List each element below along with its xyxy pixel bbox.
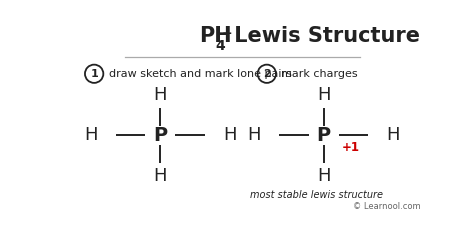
Text: P: P — [317, 126, 331, 145]
Text: H: H — [317, 86, 330, 104]
Text: 4: 4 — [215, 39, 225, 53]
Text: +: + — [222, 27, 233, 40]
Text: H: H — [84, 126, 98, 144]
Text: +1: +1 — [342, 141, 360, 154]
Text: © Learnool.com: © Learnool.com — [354, 202, 421, 211]
Text: 1: 1 — [90, 69, 98, 79]
Text: H: H — [317, 167, 330, 185]
Text: P: P — [153, 126, 167, 145]
Text: H: H — [223, 126, 237, 144]
Text: H: H — [154, 86, 167, 104]
Text: Lewis Structure: Lewis Structure — [228, 26, 420, 46]
Text: H: H — [386, 126, 400, 144]
Text: H: H — [154, 167, 167, 185]
Text: H: H — [247, 126, 261, 144]
Text: PH: PH — [200, 26, 232, 46]
Text: most stable lewis structure: most stable lewis structure — [250, 190, 383, 200]
Text: draw sketch and mark lone pairs: draw sketch and mark lone pairs — [109, 69, 292, 79]
Text: mark charges: mark charges — [282, 69, 358, 79]
Text: 2: 2 — [263, 69, 271, 79]
